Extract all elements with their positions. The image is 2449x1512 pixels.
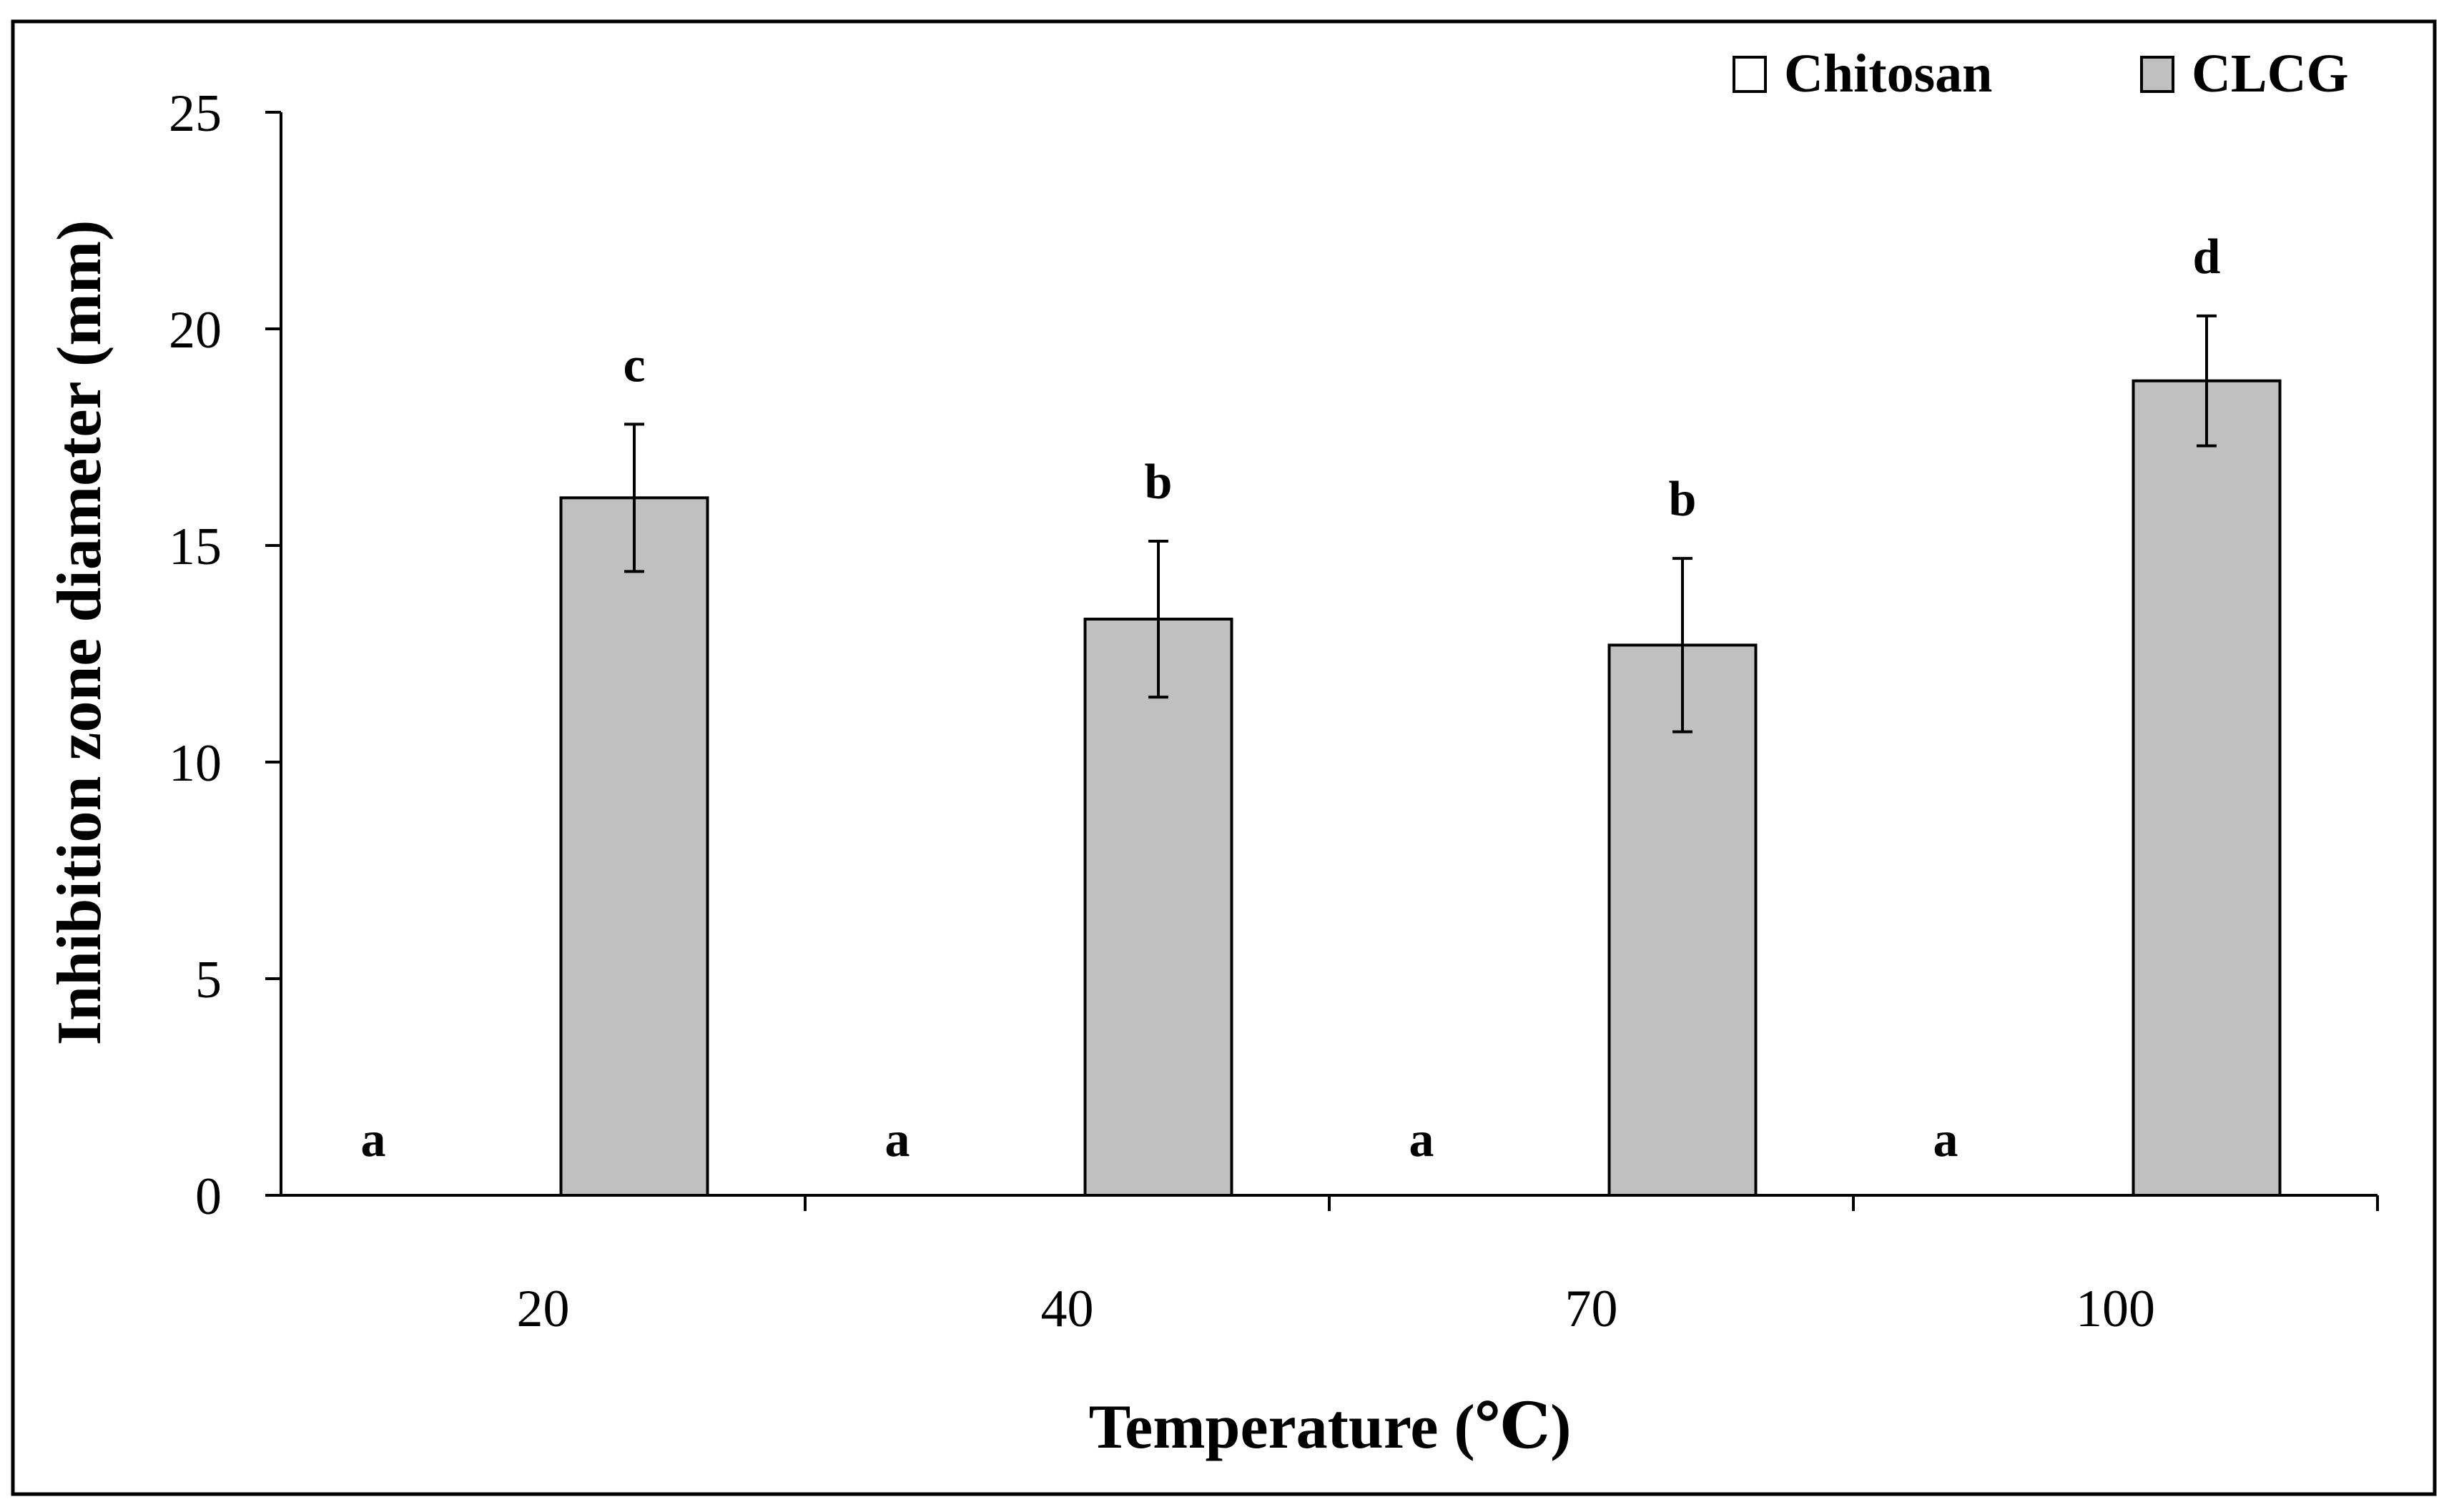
y-tick-label: 10 — [169, 734, 222, 793]
x-tick-label: 70 — [1565, 1280, 1618, 1338]
x-tick-label: 100 — [2076, 1280, 2155, 1338]
bar-clcg-20 — [559, 496, 709, 1197]
y-tick-label: 25 — [169, 84, 222, 143]
significance-letter: d — [2193, 229, 2221, 285]
y-tick-label: 5 — [195, 951, 222, 1009]
significance-letter: b — [1145, 455, 1173, 510]
legend-label-chitosan: Chitosan — [1784, 44, 1992, 104]
bar-clcg-100 — [2132, 379, 2282, 1197]
significance-letter: b — [1669, 472, 1697, 527]
x-axis-title: Temperature (℃) — [1089, 1393, 1572, 1462]
legend-swatch-clcg — [2140, 56, 2174, 93]
legend-label-clcg: CLCG — [2192, 44, 2349, 104]
significance-letter: a — [885, 1112, 910, 1167]
legend-swatch-chitosan — [1733, 56, 1767, 93]
significance-letter: a — [361, 1112, 386, 1167]
significance-letter: c — [623, 337, 645, 392]
y-tick-label: 0 — [195, 1167, 222, 1226]
y-tick-label: 20 — [169, 301, 222, 360]
y-tick-label: 15 — [169, 518, 222, 576]
significance-letter: a — [1409, 1112, 1434, 1167]
x-tick-label: 20 — [517, 1280, 570, 1338]
y-axis-title: Inhibition zone diameter (mm) — [45, 220, 114, 1046]
significance-letter: a — [1933, 1112, 1958, 1167]
bar-clcg-40 — [1083, 618, 1233, 1197]
x-tick-label: 40 — [1041, 1280, 1094, 1338]
